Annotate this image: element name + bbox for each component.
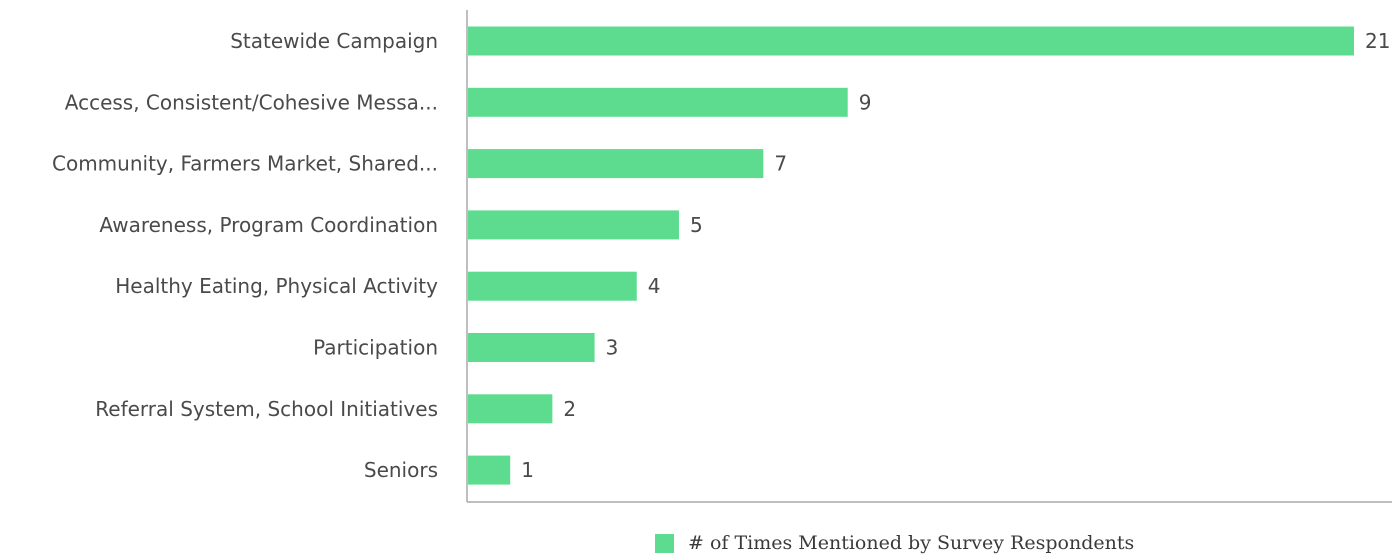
value-label: 21 (1365, 29, 1390, 53)
category-label: Healthy Eating, Physical Activity (115, 274, 438, 298)
category-label: Access, Consistent/Cohesive Messa... (65, 90, 438, 114)
axis-layer (466, 10, 1392, 503)
category-label: Awareness, Program Coordination (99, 213, 438, 237)
bars (468, 26, 1354, 485)
value-label: 9 (859, 90, 872, 114)
value-label: 2 (563, 397, 576, 421)
value-label: 3 (606, 336, 619, 360)
bar (468, 149, 764, 179)
bar (468, 394, 553, 424)
category-label: Statewide Campaign (230, 29, 438, 53)
value-label: 1 (521, 458, 534, 482)
bar (468, 26, 1354, 56)
legend-label: # of Times Mentioned by Survey Responden… (688, 532, 1134, 554)
value-label: 4 (648, 274, 661, 298)
bar (468, 455, 511, 485)
category-labels: Statewide Campaign Access, Consistent/Coh… (52, 29, 438, 482)
legend-swatch (655, 534, 674, 553)
bar (468, 333, 595, 362)
bar (468, 87, 848, 117)
category-label: Community, Farmers Market, Shared... (52, 152, 438, 176)
category-label: Referral System, School Initiatives (95, 397, 438, 421)
category-label: Seniors (364, 458, 438, 482)
category-label: Participation (313, 336, 438, 360)
bar (468, 210, 679, 240)
bar (468, 271, 637, 301)
value-label: 7 (774, 152, 787, 176)
value-label: 5 (690, 213, 703, 237)
legend: # of Times Mentioned by Survey Responden… (655, 532, 1134, 554)
